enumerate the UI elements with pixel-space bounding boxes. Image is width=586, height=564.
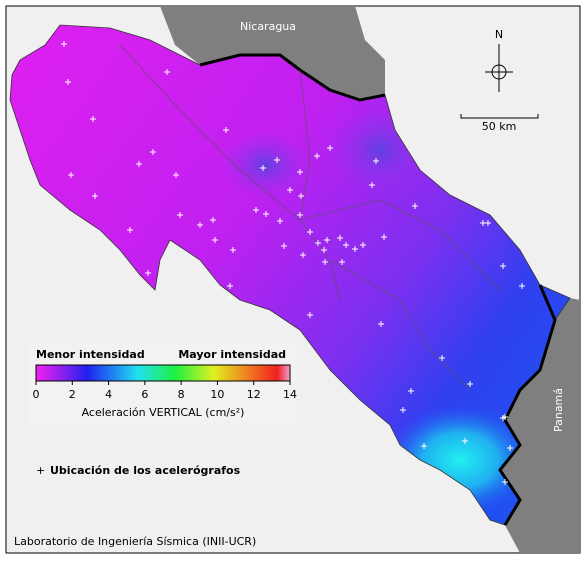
- station-marker: [277, 218, 283, 224]
- scale-label: 50 km: [482, 120, 517, 133]
- legend-symbol: +: [36, 464, 45, 477]
- station-marker: [519, 283, 525, 289]
- station-marker: [502, 479, 508, 485]
- station-marker: [339, 259, 345, 265]
- station-marker: [314, 153, 320, 159]
- north-arrow: N: [485, 28, 513, 92]
- credit: Laboratorio de Ingeniería Sísmica (INII-…: [14, 535, 256, 548]
- station-marker: [500, 263, 506, 269]
- station-marker: [210, 217, 216, 223]
- colorbar-panel: [28, 344, 298, 426]
- station-marker: [485, 220, 491, 226]
- north-label: N: [495, 28, 503, 41]
- station-marker: [381, 234, 387, 240]
- country-label: Panamá: [552, 388, 565, 432]
- colorbar-tick-label: 6: [141, 388, 148, 401]
- station-marker: [127, 227, 133, 233]
- colorbar-tick-label: 2: [69, 388, 76, 401]
- colorbar-tick-label: 10: [210, 388, 224, 401]
- station-marker: [223, 127, 229, 133]
- station-marker: [173, 172, 179, 178]
- station-marker: [92, 193, 98, 199]
- colorbar-tick-label: 12: [247, 388, 261, 401]
- station-marker: [263, 211, 269, 217]
- station-marker: [307, 229, 313, 235]
- legend-label: Ubicación de los acelerógrafos: [50, 464, 241, 477]
- station-marker: [68, 172, 74, 178]
- station-marker: [177, 212, 183, 218]
- scale-bar: [460, 114, 539, 119]
- station-marker: [321, 247, 327, 253]
- station-marker: [467, 381, 473, 387]
- colorbar-ticks: 0 2 4 6 8 10 12 14: [33, 381, 297, 401]
- colorbar-tick-label: 0: [33, 388, 40, 401]
- colorbar: [35, 364, 291, 382]
- nicaragua-land: [160, 6, 385, 100]
- station-marker: [230, 247, 236, 253]
- colorbar-tick-label: 8: [178, 388, 185, 401]
- station-marker: [412, 203, 418, 209]
- colorbar-tick-label: 4: [105, 388, 112, 401]
- station-marker: [274, 157, 280, 163]
- station-marker: [298, 193, 304, 199]
- station-marker: [408, 388, 414, 394]
- station-marker: [297, 169, 303, 175]
- country-label: Nicaragua: [240, 20, 296, 33]
- station-marker: [227, 295, 233, 301]
- station-marker: [281, 243, 287, 249]
- station-marker: [421, 443, 427, 449]
- station-marker: [61, 41, 67, 47]
- station-marker: [360, 242, 366, 248]
- station-marker: [145, 270, 151, 276]
- stations: [61, 41, 525, 485]
- station-marker: [373, 158, 379, 164]
- station-marker: [500, 415, 506, 421]
- station-marker: [197, 222, 203, 228]
- station-marker: [297, 212, 303, 218]
- station-marker: [164, 69, 170, 75]
- station-marker: [352, 246, 358, 252]
- station-marker: [507, 445, 513, 451]
- station-marker: [378, 321, 384, 327]
- station-marker: [212, 237, 218, 243]
- colorbar-tick-label: 14: [283, 388, 297, 401]
- station-marker: [327, 145, 333, 151]
- station-marker: [150, 149, 156, 155]
- station-marker: [287, 187, 293, 193]
- station-marker: [90, 116, 96, 122]
- station-marker: [260, 165, 266, 171]
- station-marker: [462, 438, 468, 444]
- colorbar-label: Aceleración VERTICAL (cm/s²): [82, 406, 245, 419]
- station-marker: [343, 242, 349, 248]
- station-marker: [253, 207, 259, 213]
- province-lines: [119, 44, 501, 391]
- station-marker: [337, 235, 343, 241]
- station-marker: [227, 283, 233, 289]
- station-marker: [65, 79, 71, 85]
- station-marker: [322, 259, 328, 265]
- colorbar-high-label: Mayor intensidad: [178, 348, 286, 361]
- station-marker: [324, 237, 330, 243]
- station-marker: [400, 407, 406, 413]
- station-marker: [369, 182, 375, 188]
- station-marker: [307, 312, 313, 318]
- station-marker: [300, 252, 306, 258]
- station-marker: [439, 355, 445, 361]
- panama-land: [500, 285, 580, 553]
- colorbar-low-label: Menor intensidad: [36, 348, 145, 361]
- station-marker: [315, 240, 321, 246]
- station-marker: [136, 161, 142, 167]
